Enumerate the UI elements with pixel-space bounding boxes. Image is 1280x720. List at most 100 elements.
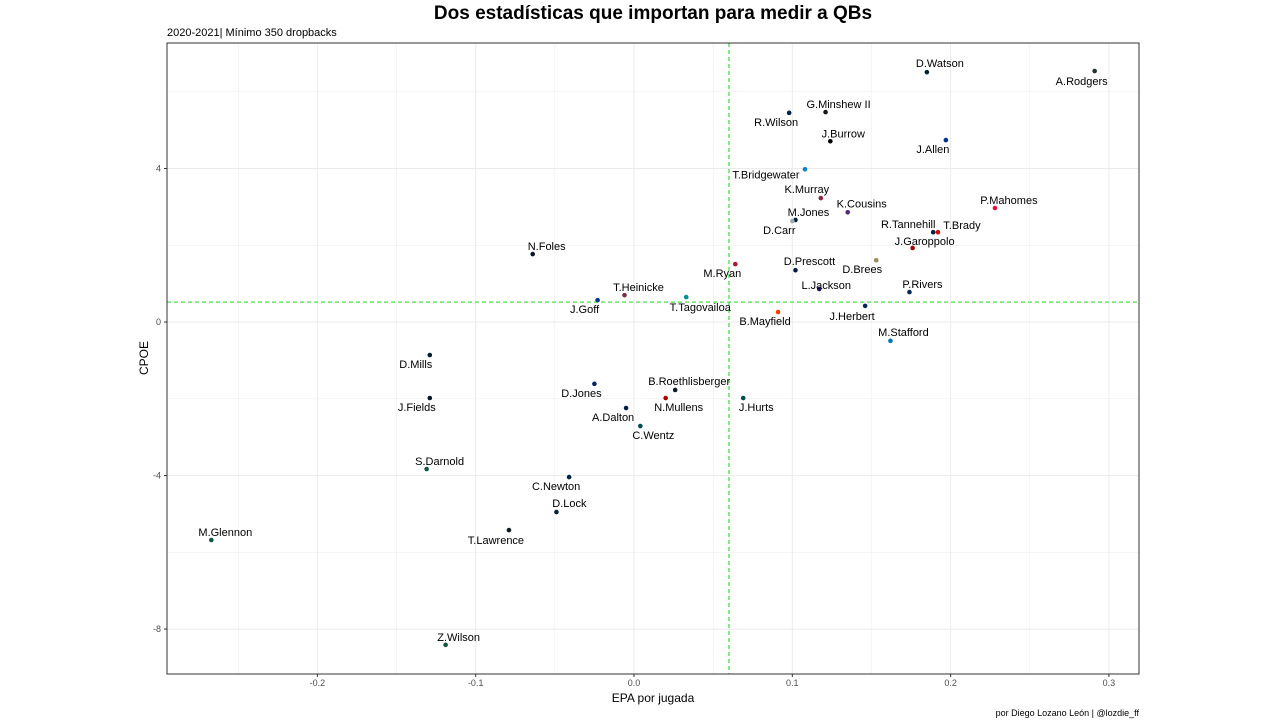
point-label: T.Heinicke [613,282,664,294]
point-marker [672,387,678,393]
point-label: J.Hurts [739,402,774,414]
point-marker [910,245,915,251]
point-label: J.Burrow [822,128,865,140]
point-label: R.Tannehill [881,219,935,231]
point-label: P.Rivers [902,279,943,291]
point-label: T.Tagovailoa [670,302,732,314]
point-marker [818,195,824,201]
qb-point: N.Mullens [654,395,704,414]
point-marker [888,338,893,344]
point-marker [943,137,949,143]
point-label: J.Allen [916,144,949,156]
point-label: J.Goff [570,304,600,316]
point-label: M.Glennon [198,527,252,539]
qb-point: Z.Wilson [437,632,480,648]
y-tick-label: -8 [153,624,161,634]
point-marker [566,474,572,480]
x-tick-label: -0.2 [310,678,326,688]
qb-point: M.Ryan [703,261,741,280]
reference-lines [167,43,1139,674]
y-axis-label: CPOE [137,341,151,375]
y-tick-label: 0 [156,317,161,327]
point-marker [554,509,559,515]
y-tick-label: -4 [153,471,161,481]
point-label: B.Roethlisberger [648,376,730,388]
point-label: N.Foles [528,241,566,253]
chart-title: Dos estadísticas que importan para medir… [434,3,872,24]
point-label: J.Herbert [830,311,875,323]
qb-point: M.Glennon [198,527,252,543]
point-marker [873,257,879,263]
qb-point: G.Minshew II [806,99,871,115]
qb-point: J.Hurts [739,395,774,414]
x-tick-label: 0.1 [786,678,799,688]
point-label: M.Ryan [703,268,741,280]
qb-point: D.Watson [916,58,964,75]
point-marker [823,109,828,115]
point-label: B.Mayfield [739,316,790,328]
qb-point: T.Brady [935,220,981,235]
caption: por Diego Lozano León | @lozdie_ff [996,708,1140,718]
point-marker [845,209,851,215]
point-marker [209,537,214,543]
qb-point: N.Foles [528,241,566,257]
points: D.Watson A.Rodgers G.Minshew II R.Wilson J.B… [198,58,1108,648]
point-label: K.Murray [784,184,829,196]
point-label: D.Carr [763,225,796,237]
point-label: R.Wilson [754,117,798,129]
point-marker [683,294,689,300]
point-marker [786,110,792,116]
point-marker [443,642,448,648]
qb-point: R.Wilson [754,110,798,129]
y-axis: -8 -4 0 4 [153,164,167,634]
point-label: Z.Wilson [437,632,480,644]
qb-point: C.Wentz [632,423,674,442]
qb-point: J.Goff [570,297,600,316]
point-label: G.Minshew II [806,99,870,111]
point-label: D.Jones [561,388,602,400]
point-label: L.Jackson [801,280,851,292]
point-label: A.Rodgers [1056,76,1108,88]
qb-point: R.Tannehill [881,219,936,235]
point-label: K.Cousins [837,198,888,210]
point-marker [622,292,627,298]
grid [167,43,1139,674]
point-marker [530,251,535,257]
point-marker [595,297,600,303]
point-marker [1092,68,1097,74]
point-marker [663,395,668,401]
x-tick-label: 0.3 [1103,678,1116,688]
point-label: D.Mills [399,359,432,371]
qb-point: J.Burrow [822,128,865,144]
x-axis-label: EPA por jugada [612,691,695,705]
point-label: T.Lawrence [468,535,524,547]
point-marker [740,395,746,401]
point-marker [802,166,808,172]
qb-point: D.Brees [842,257,883,276]
point-label: N.Mullens [654,402,703,414]
point-marker [427,395,433,401]
point-marker [907,289,912,295]
point-label: S.Darnold [415,456,464,468]
qb-point: J.Herbert [830,303,875,323]
point-marker [506,527,512,533]
point-marker [930,229,936,235]
qb-point: M.Stafford [878,327,929,344]
qb-point: A.Dalton [592,405,634,424]
qb-point: P.Rivers [902,279,943,295]
point-marker [992,205,998,211]
x-tick-label: 0.0 [628,678,641,688]
qb-point: T.Lawrence [468,527,524,547]
point-label: D.Prescott [784,256,835,268]
point-marker [816,286,822,292]
point-marker [935,229,941,235]
qb-point: T.Heinicke [613,282,664,298]
qb-point: B.Roethlisberger [648,376,730,393]
point-marker [924,69,930,75]
qb-point: J.Garoppolo [895,236,955,251]
x-tick-label: -0.1 [468,678,484,688]
point-marker [733,261,738,267]
qb-point: T.Tagovailoa [670,294,732,314]
x-axis: -0.2 -0.1 0.0 0.1 0.2 0.3 [310,674,1116,688]
point-label: D.Brees [842,264,882,276]
